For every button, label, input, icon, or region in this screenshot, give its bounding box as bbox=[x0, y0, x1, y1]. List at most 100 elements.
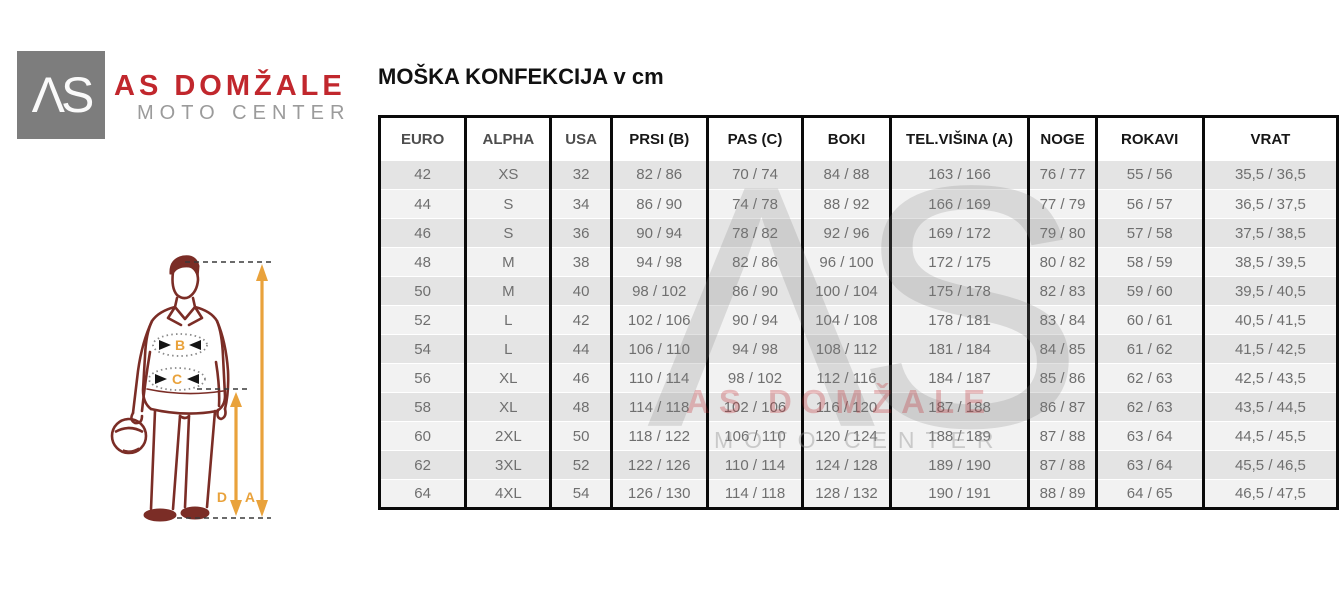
table-cell: 58 bbox=[377, 392, 468, 422]
size-table-head: EURO ALPHA USA PRSI (B) PAS (C) BOKI TEL.VIŠIN… bbox=[377, 116, 1339, 161]
brand-logo: ΛS bbox=[17, 51, 105, 139]
table-cell: 108 / 112 bbox=[801, 334, 892, 364]
column-header: PAS (C) bbox=[705, 116, 805, 161]
table-cell: 56 bbox=[377, 363, 468, 393]
table-cell: 50 bbox=[549, 421, 613, 451]
table-cell: 96 / 100 bbox=[801, 247, 892, 277]
table-cell: 54 bbox=[377, 334, 468, 364]
man-figure-illustration: B C D A bbox=[110, 255, 271, 522]
table-cell: 87 / 88 bbox=[1027, 421, 1098, 451]
brand-name: AS DOMŽALE bbox=[114, 70, 346, 102]
size-table: EURO ALPHA USA PRSI (B) PAS (C) BOKI TEL.VIŠIN… bbox=[377, 115, 1339, 510]
table-cell: 35,5 / 36,5 bbox=[1201, 160, 1339, 190]
table-row: 56 XL 46 110 / 114 98 / 102 112 / 116 184 / 18… bbox=[377, 363, 1339, 393]
table-cell: 166 / 169 bbox=[888, 189, 1031, 219]
table-cell: 98 / 102 bbox=[609, 276, 709, 306]
table-cell: 62 bbox=[377, 450, 468, 480]
table-cell: 37,5 / 38,5 bbox=[1201, 218, 1339, 248]
table-cell: 114 / 118 bbox=[609, 392, 709, 422]
column-header: PRSI (B) bbox=[609, 116, 709, 161]
table-cell: 122 / 126 bbox=[609, 450, 709, 480]
table-cell: 90 / 94 bbox=[609, 218, 709, 248]
table-cell: 40,5 / 41,5 bbox=[1201, 305, 1339, 335]
table-cell: 181 / 184 bbox=[888, 334, 1031, 364]
table-cell: S bbox=[464, 218, 553, 248]
table-row: 46 S 36 90 / 94 78 / 82 92 / 96 169 / 172 79 / … bbox=[377, 218, 1339, 248]
table-cell: 63 / 64 bbox=[1094, 450, 1205, 480]
table-row: 60 2XL 50 118 / 122 106 / 110 120 / 124 188 / … bbox=[377, 421, 1339, 451]
table-cell: 79 / 80 bbox=[1027, 218, 1098, 248]
table-cell: M bbox=[464, 276, 553, 306]
table-cell: 44 bbox=[549, 334, 613, 364]
table-row: 54 L 44 106 / 110 94 / 98 108 / 112 181 / 184 8… bbox=[377, 334, 1339, 364]
table-row: 50 M 40 98 / 102 86 / 90 100 / 104 175 / 178 82… bbox=[377, 276, 1339, 306]
table-cell: 86 / 87 bbox=[1027, 392, 1098, 422]
table-cell: 114 / 118 bbox=[705, 479, 805, 509]
table-cell: 40 bbox=[549, 276, 613, 306]
table-cell: XL bbox=[464, 392, 553, 422]
table-cell: 110 / 114 bbox=[705, 450, 805, 480]
size-table-container: EURO ALPHA USA PRSI (B) PAS (C) BOKI TEL.VIŠIN… bbox=[377, 115, 1339, 510]
table-cell: 84 / 85 bbox=[1027, 334, 1098, 364]
table-cell: 48 bbox=[377, 247, 468, 277]
label-waist-c: C bbox=[172, 371, 182, 387]
table-cell: 88 / 92 bbox=[801, 189, 892, 219]
measurement-diagram: B C D A bbox=[85, 240, 315, 550]
table-cell: 120 / 124 bbox=[801, 421, 892, 451]
table-cell: 60 / 61 bbox=[1094, 305, 1205, 335]
table-cell: 85 / 86 bbox=[1027, 363, 1098, 393]
column-header: ROKAVI bbox=[1094, 116, 1205, 161]
table-cell: 110 / 114 bbox=[609, 363, 709, 393]
table-cell: 178 / 181 bbox=[888, 305, 1031, 335]
table-cell: 54 bbox=[549, 479, 613, 509]
table-cell: 98 / 102 bbox=[705, 363, 805, 393]
table-cell: 124 / 128 bbox=[801, 450, 892, 480]
table-row: 62 3XL 52 122 / 126 110 / 114 124 / 128 189 / … bbox=[377, 450, 1339, 480]
table-cell: 77 / 79 bbox=[1027, 189, 1098, 219]
table-cell: 87 / 88 bbox=[1027, 450, 1098, 480]
table-cell: 62 / 63 bbox=[1094, 363, 1205, 393]
waist-arrowheads bbox=[155, 374, 199, 384]
table-cell: 86 / 90 bbox=[609, 189, 709, 219]
table-cell: 32 bbox=[549, 160, 613, 190]
inseam-arrow-d bbox=[230, 392, 242, 516]
label-height-a: A bbox=[245, 489, 255, 505]
table-cell: 189 / 190 bbox=[888, 450, 1031, 480]
table-cell: 188 / 189 bbox=[888, 421, 1031, 451]
table-cell: 94 / 98 bbox=[609, 247, 709, 277]
guide-lines bbox=[177, 261, 271, 519]
table-row: 58 XL 48 114 / 118 102 / 106 116 / 120 187 / 1… bbox=[377, 392, 1339, 422]
table-cell: 38 bbox=[549, 247, 613, 277]
size-table-body: 42 XS 32 82 / 86 70 / 74 84 / 88 163 / 166 76 /… bbox=[377, 160, 1339, 509]
table-cell: S bbox=[464, 189, 553, 219]
column-header: ALPHA bbox=[464, 116, 553, 161]
table-row: 42 XS 32 82 / 86 70 / 74 84 / 88 163 / 166 76 /… bbox=[377, 160, 1339, 190]
table-cell: 64 / 65 bbox=[1094, 479, 1205, 509]
table-cell: 128 / 132 bbox=[801, 479, 892, 509]
table-cell: 44,5 / 45,5 bbox=[1201, 421, 1339, 451]
table-cell: 82 / 83 bbox=[1027, 276, 1098, 306]
table-cell: 63 / 64 bbox=[1094, 421, 1205, 451]
table-cell: 86 / 90 bbox=[705, 276, 805, 306]
table-cell: 76 / 77 bbox=[1027, 160, 1098, 190]
table-cell: 61 / 62 bbox=[1094, 334, 1205, 364]
table-cell: 106 / 110 bbox=[705, 421, 805, 451]
table-cell: 104 / 108 bbox=[801, 305, 892, 335]
table-cell: 59 / 60 bbox=[1094, 276, 1205, 306]
table-cell: 78 / 82 bbox=[705, 218, 805, 248]
table-cell: 62 / 63 bbox=[1094, 392, 1205, 422]
table-cell: 56 / 57 bbox=[1094, 189, 1205, 219]
label-chest-b: B bbox=[175, 337, 185, 353]
height-arrow-a bbox=[256, 264, 268, 517]
table-row: 44 S 34 86 / 90 74 / 78 88 / 92 166 / 169 77 / … bbox=[377, 189, 1339, 219]
table-cell: 52 bbox=[549, 450, 613, 480]
table-cell: 36,5 / 37,5 bbox=[1201, 189, 1339, 219]
table-cell: L bbox=[464, 305, 553, 335]
table-cell: 126 / 130 bbox=[609, 479, 709, 509]
table-cell: M bbox=[464, 247, 553, 277]
table-cell: 3XL bbox=[464, 450, 553, 480]
table-cell: 45,5 / 46,5 bbox=[1201, 450, 1339, 480]
column-header: USA bbox=[549, 116, 613, 161]
table-cell: 190 / 191 bbox=[888, 479, 1031, 509]
page-title: MOŠKA KONFEKCIJA v cm bbox=[378, 64, 664, 89]
